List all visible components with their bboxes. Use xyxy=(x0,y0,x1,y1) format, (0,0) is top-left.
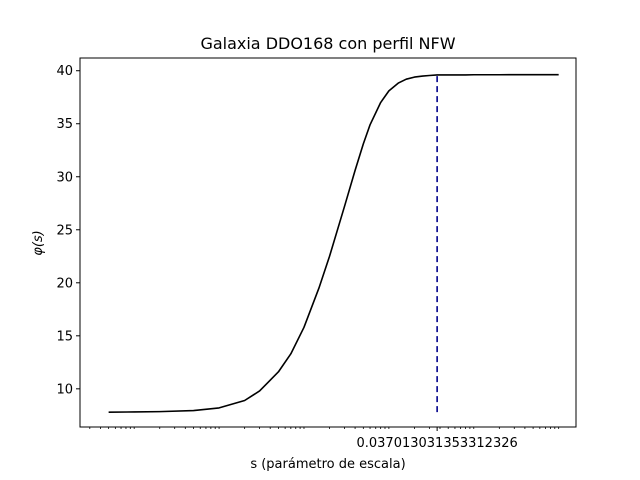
y-tick-label: 20 xyxy=(56,276,73,291)
y-tick-label: 30 xyxy=(56,170,73,185)
x-axis-label: s (parámetro de escala) xyxy=(250,457,405,472)
y-tick-label: 10 xyxy=(56,382,73,397)
y-tick-label: 25 xyxy=(56,223,73,238)
y-tick-label: 15 xyxy=(56,329,73,344)
series-layer xyxy=(108,73,559,413)
y-axis: 10 15 20 25 30 35 40 xyxy=(56,64,80,397)
plot-area xyxy=(79,57,577,428)
y-tick-label: 40 xyxy=(56,64,73,79)
x-tick-label: 0.037013031353312326 xyxy=(356,436,517,451)
series-line xyxy=(108,73,559,413)
chart-title: Galaxia DDO168 con perfil NFW xyxy=(200,34,455,53)
y-axis-label: φ(s) xyxy=(31,230,46,256)
y-tick-label: 35 xyxy=(56,117,73,132)
x-axis: 0.037013031353312326 xyxy=(89,427,560,451)
